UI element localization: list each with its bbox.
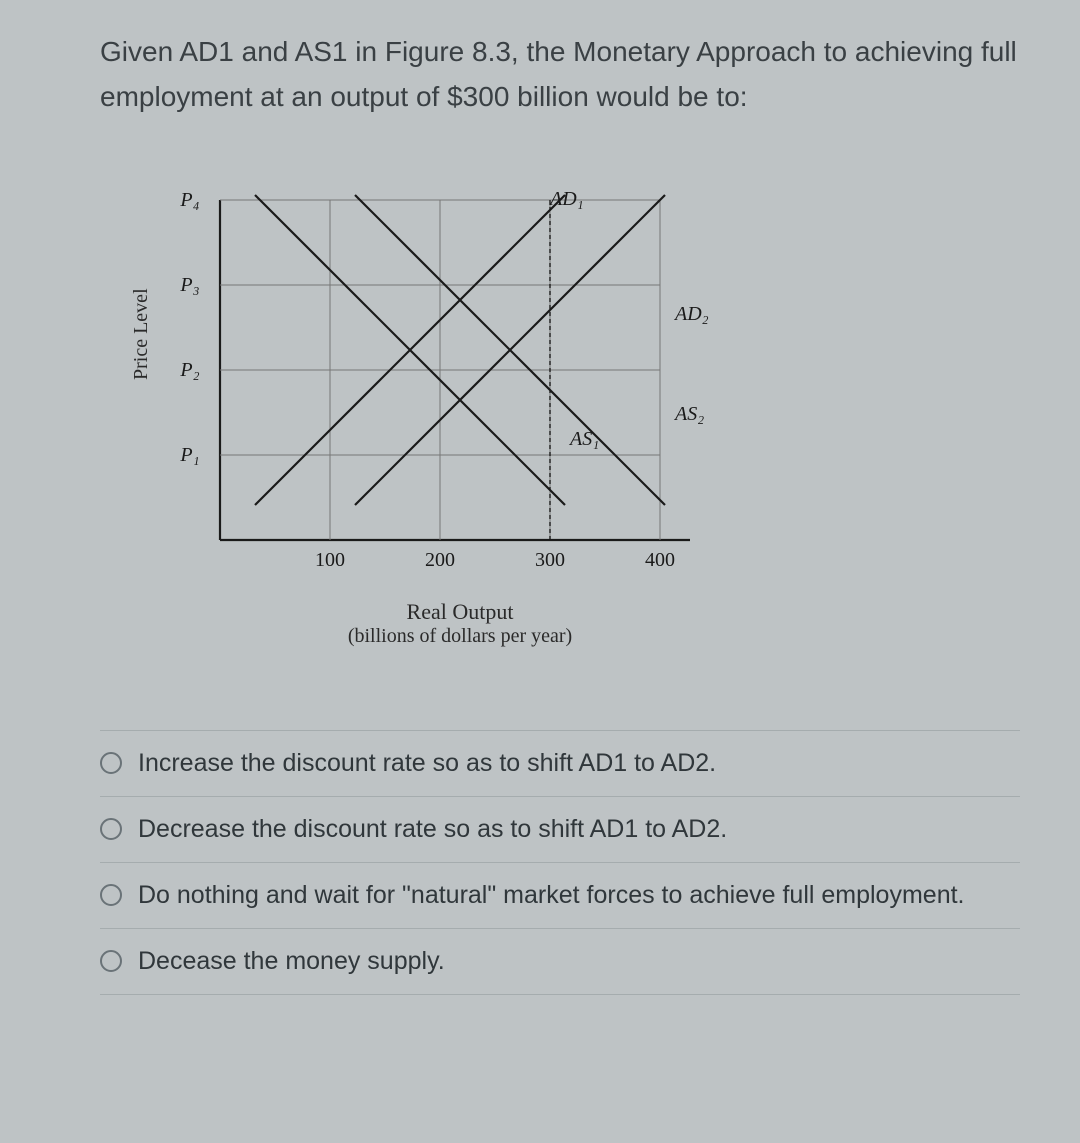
svg-text:400: 400 — [645, 549, 675, 571]
svg-text:300: 300 — [535, 549, 565, 571]
answer-options: Increase the discount rate so as to shif… — [100, 730, 1020, 995]
option-label: Decease the money supply. — [138, 947, 445, 976]
svg-text:P₁: P₁ — [179, 444, 199, 466]
question-text: Given AD1 and AS1 in Figure 8.3, the Mon… — [100, 30, 1020, 120]
svg-text:P₄: P₄ — [179, 189, 199, 211]
option-row[interactable]: Decrease the discount rate so as to shif… — [100, 796, 1020, 862]
svg-text:AD₂: AD₂ — [673, 303, 709, 325]
radio-button[interactable] — [100, 950, 122, 972]
x-axis-label-2: (billions of dollars per year) — [140, 625, 780, 648]
quiz-page: Given AD1 and AS1 in Figure 8.3, the Mon… — [0, 0, 1080, 1143]
option-row[interactable]: Do nothing and wait for "natural" market… — [100, 862, 1020, 928]
radio-button[interactable] — [100, 884, 122, 906]
svg-text:AS₁: AS₁ — [568, 428, 599, 450]
chart-container: Price Level P₁P₂P₃P₄100200300400AS₁AS₂AD… — [140, 160, 780, 660]
option-label: Do nothing and wait for "natural" market… — [138, 881, 965, 910]
svg-text:200: 200 — [425, 549, 455, 571]
option-row[interactable]: Decease the money supply. — [100, 928, 1020, 995]
radio-button[interactable] — [100, 752, 122, 774]
radio-button[interactable] — [100, 818, 122, 840]
svg-text:P₂: P₂ — [179, 359, 199, 381]
option-label: Decrease the discount rate so as to shif… — [138, 815, 727, 844]
svg-text:100: 100 — [315, 549, 345, 571]
option-label: Increase the discount rate so as to shif… — [138, 749, 716, 778]
svg-text:AD₁: AD₁ — [548, 188, 584, 210]
option-row[interactable]: Increase the discount rate so as to shif… — [100, 730, 1020, 796]
y-axis-label: Price Level — [130, 288, 153, 380]
ad-as-chart: P₁ P₂ P₃ P₄ 100 200 300 400 AS₁ AS₂ AD₁ AD₂ — [140, 160, 780, 590]
x-axis-label-1: Real Output — [140, 599, 780, 625]
svg-text:AS₂: AS₂ — [673, 403, 704, 425]
svg-text:P₃: P₃ — [179, 274, 199, 296]
